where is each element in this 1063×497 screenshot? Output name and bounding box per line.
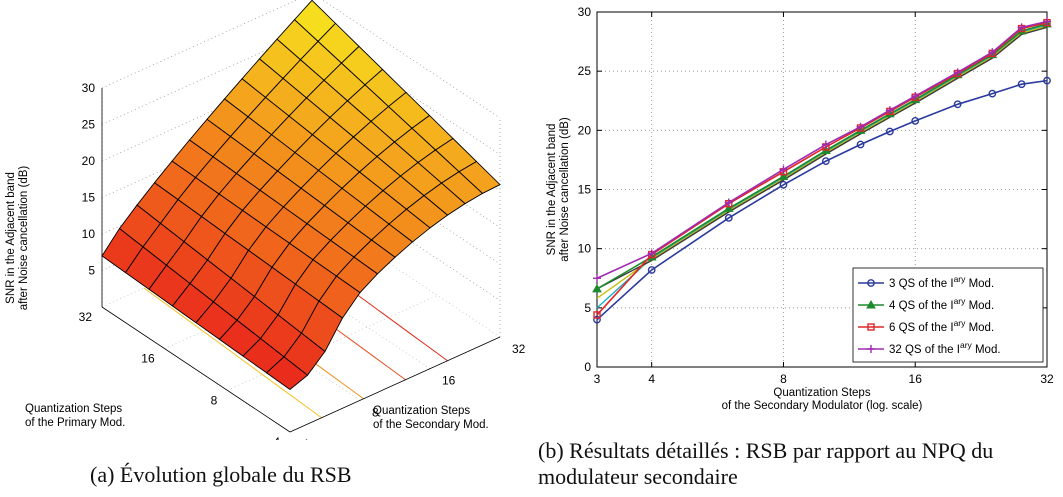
- data-point: [1017, 80, 1026, 89]
- y-tick-label: 0: [584, 360, 591, 374]
- legend-label: 3 QS of the Iary Mod.: [889, 274, 994, 290]
- z-tick-label: 15: [82, 191, 96, 205]
- caption-b: (b) Résultats détaillés : RSB par rappor…: [538, 438, 994, 489]
- series-0: [593, 76, 1051, 324]
- z-tick-label: 20: [82, 154, 96, 168]
- y-tick-label: 5: [584, 301, 591, 315]
- secondary-tick-label: 4: [302, 437, 309, 440]
- legend: 3 QS of the Iary Mod. 4 QS of the Iary Mo…: [852, 267, 1044, 363]
- series-line: [596, 23, 1048, 290]
- secondary-tick-label: 32: [512, 342, 526, 356]
- data-point: [856, 140, 865, 149]
- y-tick-label: 10: [578, 242, 592, 256]
- primary-tick-label: 32: [79, 310, 93, 324]
- floor-grid-line: [227, 295, 438, 391]
- data-point: [593, 315, 601, 324]
- y-tick-label: 25: [578, 64, 592, 78]
- secondary-tick-label: 8: [372, 405, 379, 419]
- primary-axis: [101, 306, 291, 433]
- legend-box: [852, 267, 1044, 363]
- data-point: [593, 311, 601, 319]
- y-axis-label: SNR in the Adjacent band: [546, 124, 558, 256]
- z-tick-label: 5: [88, 264, 95, 278]
- y-axis-label: after Noise cancellation (dB): [559, 117, 571, 262]
- data-point: [1043, 76, 1051, 85]
- x-axis-label: Quantization Steps: [773, 387, 870, 399]
- legend-label: 6 QS of the Iary Mod.: [889, 318, 994, 334]
- series-line-extra: [596, 25, 1048, 299]
- z-axis-label: SNR in the Adjacent band: [5, 172, 17, 304]
- data-point: [724, 213, 733, 222]
- data-point: [953, 100, 962, 109]
- line-figure: 3 4 8 16 32 0 5 10 15 20 25 30 Quantization Steps of …: [535, 0, 1063, 440]
- series-3: [593, 17, 1051, 283]
- data-point: [988, 89, 997, 98]
- secondary-axis-label: Quantization Steps: [373, 405, 470, 417]
- x-tick-label: 32: [1040, 372, 1054, 386]
- y-tick-label: 30: [578, 5, 592, 19]
- z-tick-label: 30: [82, 81, 96, 95]
- data-point: [821, 157, 830, 166]
- x-tick-label: 16: [909, 372, 923, 386]
- series-line-extra: [596, 26, 1048, 290]
- z-tick-label: 10: [82, 227, 96, 241]
- data-point: [647, 266, 656, 274]
- surface-cell: [265, 356, 309, 391]
- data-point: [885, 127, 894, 136]
- x-tick-label: 4: [648, 372, 655, 386]
- z-grid-line: [101, 0, 501, 119]
- z-axis-label: after Noise cancellation (dB): [18, 166, 30, 311]
- surface-plot: 5 10 15 20 25 30 32 16 8 4 4 8 16 32 SNR in the Adjace…: [5, 0, 526, 451]
- x-axis-label: of the Secondary Modulator (log. scale): [722, 400, 923, 412]
- caption-a: (a) Évolution globale du RSB: [90, 462, 352, 487]
- legend-label: 32 QS of the Iary Mod.: [889, 340, 1001, 356]
- series-line: [596, 20, 1048, 279]
- secondary-tick-label: 16: [442, 374, 456, 388]
- primary-axis-label: Quantization Steps: [25, 403, 122, 415]
- primary-tick-label: 8: [211, 393, 218, 407]
- data-point: [779, 180, 788, 189]
- series-line: [596, 79, 1048, 321]
- data-point: [911, 116, 920, 125]
- data-point: [867, 323, 875, 331]
- floor-contour: [143, 287, 322, 419]
- data-point: [592, 283, 602, 293]
- primary-tick-label: 16: [141, 352, 155, 366]
- primary-tick-label: 4: [273, 435, 280, 440]
- x-tick-label: 8: [780, 372, 787, 386]
- data-point: [778, 171, 789, 180]
- y-tick-label: 20: [578, 123, 592, 137]
- primary-axis-label: of the Primary Mod.: [25, 417, 125, 429]
- x-tick-label: 3: [594, 372, 601, 386]
- legend-label: 4 QS of the Iary Mod.: [889, 296, 994, 312]
- surface-mesh: [101, 0, 501, 391]
- z-tick-label: 25: [82, 118, 96, 132]
- line-plot: 3 4 8 16 32 0 5 10 15 20 25 30 Quantization Stepsof …: [546, 5, 1054, 412]
- data-point: [866, 299, 876, 309]
- data-point: [723, 203, 734, 212]
- y-tick-label: 15: [578, 183, 592, 197]
- secondary-axis: [289, 336, 501, 433]
- z-grid-line: [101, 29, 501, 155]
- plot-frame: [596, 11, 1048, 368]
- series-line-extra: [596, 24, 1048, 309]
- secondary-axis-label: of the Secondary Mod.: [373, 419, 489, 431]
- data-point: [867, 279, 875, 287]
- series-line: [596, 21, 1048, 316]
- surface-figure: 5 10 15 20 25 30 32 16 8 4 4 8 16 32 SNR in the Adjace…: [0, 0, 530, 451]
